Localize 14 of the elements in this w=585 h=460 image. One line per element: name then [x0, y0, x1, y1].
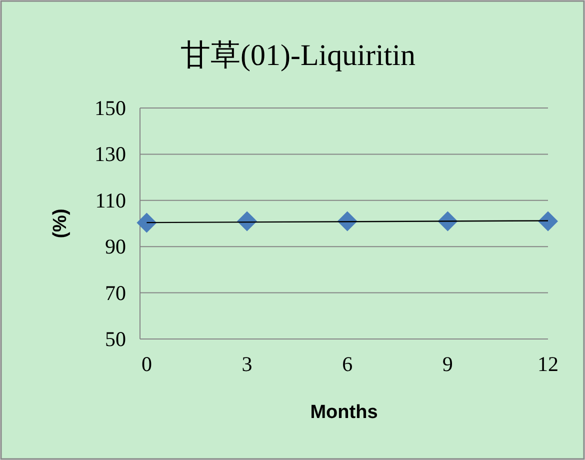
y-tick-label: 90: [105, 234, 126, 259]
x-tick-label: 0: [141, 352, 152, 376]
x-tick-label: 9: [442, 352, 453, 376]
y-tick-label: 130: [94, 142, 126, 166]
x-tick-label: 12: [538, 352, 558, 376]
y-tick-label: 50: [105, 327, 126, 351]
y-axis-title: (%): [50, 208, 71, 238]
x-tick-label: 3: [242, 352, 252, 376]
y-tick-label: 150: [94, 96, 126, 120]
y-tick-label: 110: [95, 188, 126, 212]
x-axis-title: Months: [310, 402, 378, 423]
chart-title: 甘草(01)-Liquiritin: [180, 39, 416, 72]
y-tick-label: 70: [105, 280, 126, 305]
x-tick-label: 6: [342, 352, 353, 376]
